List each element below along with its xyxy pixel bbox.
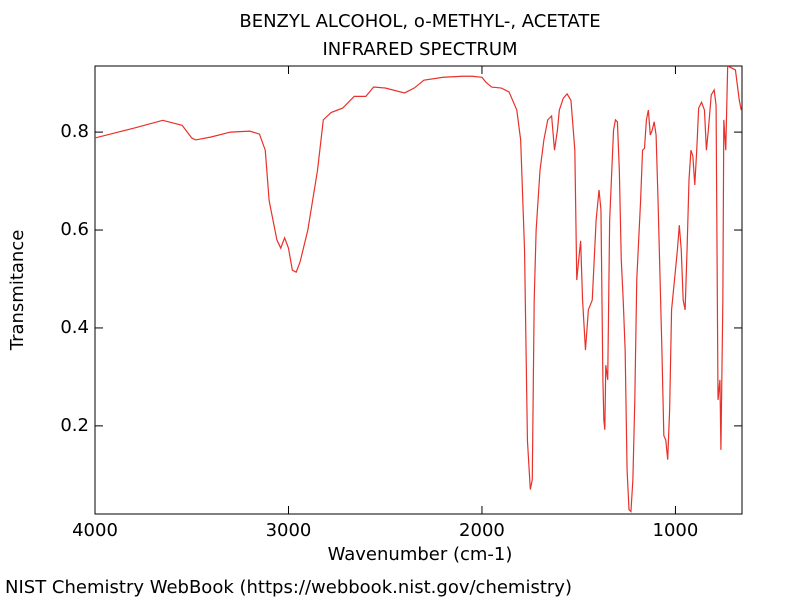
y-tick-label: 0.2: [60, 415, 89, 436]
x-tick-label: 3000: [266, 520, 312, 541]
x-tick-label: 4000: [72, 520, 118, 541]
x-tick-label: 1000: [653, 520, 699, 541]
chart-title: BENZYL ALCOHOL, o-METHYL-, ACETATE: [239, 11, 600, 32]
spectrum-line: [95, 66, 742, 513]
caption: NIST Chemistry WebBook (https://webbook.…: [5, 577, 572, 598]
y-axis-label: Transmitance: [7, 230, 28, 352]
y-tick-label: 0.8: [60, 121, 89, 142]
y-tick-label: 0.4: [60, 317, 89, 338]
y-tick-label: 0.6: [60, 219, 89, 240]
plot-frame: [94, 65, 743, 515]
chart-subtitle: INFRARED SPECTRUM: [322, 39, 517, 60]
x-axis-label: Wavenumber (cm-1): [328, 544, 513, 565]
x-tick-label: 2000: [459, 520, 505, 541]
